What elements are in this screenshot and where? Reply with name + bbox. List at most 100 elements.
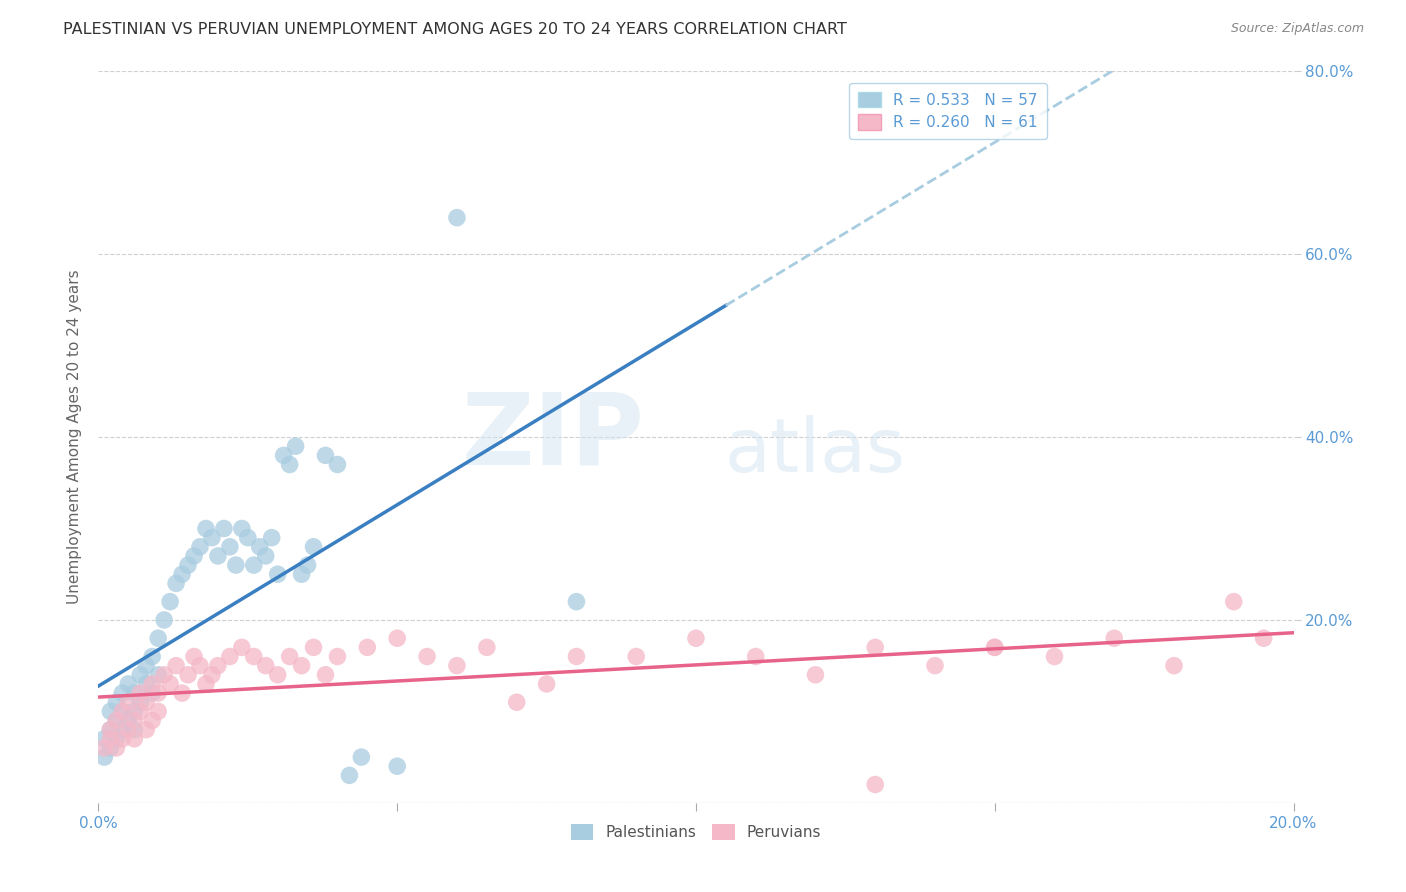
Point <box>105 731 128 746</box>
Point <box>278 458 301 472</box>
Point <box>135 677 157 691</box>
Point <box>291 658 314 673</box>
Point <box>124 731 146 746</box>
Point <box>475 640 498 655</box>
Point <box>326 458 349 472</box>
Point <box>105 740 128 755</box>
Point <box>236 531 259 545</box>
Point <box>105 714 128 728</box>
Point <box>212 521 235 535</box>
Point <box>93 731 115 746</box>
Point <box>685 632 707 646</box>
Point <box>117 677 139 691</box>
Point <box>356 640 378 655</box>
Legend: Palestinians, Peruvians: Palestinians, Peruvians <box>564 818 828 847</box>
Point <box>141 649 163 664</box>
Point <box>183 549 205 563</box>
Point <box>165 576 187 591</box>
Point <box>195 521 218 535</box>
Point <box>924 658 946 673</box>
Point <box>302 540 325 554</box>
Point <box>153 667 176 681</box>
Point <box>273 448 295 462</box>
Point <box>188 540 211 554</box>
Point <box>260 531 283 545</box>
Point <box>195 677 218 691</box>
Point <box>339 768 361 782</box>
Point <box>315 667 337 681</box>
Point <box>148 705 170 719</box>
Point <box>188 658 211 673</box>
Point <box>385 632 409 646</box>
Point <box>804 667 827 681</box>
Point <box>111 705 134 719</box>
Point <box>506 695 529 709</box>
Point <box>98 740 122 755</box>
Point <box>105 714 128 728</box>
Point <box>231 521 253 535</box>
Point <box>626 649 648 664</box>
Point <box>1043 649 1066 664</box>
Point <box>153 613 176 627</box>
Point <box>93 740 115 755</box>
Point <box>231 640 253 655</box>
Y-axis label: Unemployment Among Ages 20 to 24 years: Unemployment Among Ages 20 to 24 years <box>67 269 83 605</box>
Point <box>172 686 194 700</box>
Point <box>105 695 128 709</box>
Point <box>129 686 152 700</box>
Point <box>111 705 134 719</box>
Point <box>159 594 181 608</box>
Point <box>865 640 887 655</box>
Point <box>446 211 468 225</box>
Point <box>326 649 349 664</box>
Point <box>98 705 122 719</box>
Point <box>565 594 588 608</box>
Point <box>124 723 146 737</box>
Point <box>249 540 271 554</box>
Point <box>201 667 224 681</box>
Point <box>284 439 307 453</box>
Point <box>446 658 468 673</box>
Point <box>148 686 170 700</box>
Point <box>267 667 290 681</box>
Point <box>93 750 115 764</box>
Point <box>219 540 242 554</box>
Text: PALESTINIAN VS PERUVIAN UNEMPLOYMENT AMONG AGES 20 TO 24 YEARS CORRELATION CHART: PALESTINIAN VS PERUVIAN UNEMPLOYMENT AMO… <box>63 22 848 37</box>
Point <box>148 667 170 681</box>
Point <box>165 658 187 673</box>
Point <box>243 558 266 573</box>
Point <box>135 723 157 737</box>
Point <box>225 558 247 573</box>
Point <box>350 750 373 764</box>
Point <box>141 714 163 728</box>
Point <box>124 714 146 728</box>
Point <box>865 778 887 792</box>
Point <box>565 649 588 664</box>
Point <box>278 649 301 664</box>
Point <box>135 695 157 709</box>
Point <box>1104 632 1126 646</box>
Point <box>254 549 277 563</box>
Point <box>536 677 558 691</box>
Point <box>177 558 200 573</box>
Point <box>254 658 277 673</box>
Point <box>172 567 194 582</box>
Point <box>243 649 266 664</box>
Point <box>315 448 337 462</box>
Text: ZIP: ZIP <box>461 389 644 485</box>
Point <box>291 567 314 582</box>
Point <box>124 705 146 719</box>
Point <box>984 640 1007 655</box>
Point <box>745 649 768 664</box>
Point <box>98 731 122 746</box>
Point <box>111 686 134 700</box>
Point <box>148 632 170 646</box>
Point <box>302 640 325 655</box>
Point <box>129 667 152 681</box>
Point <box>1163 658 1185 673</box>
Point <box>124 686 146 700</box>
Point <box>416 649 439 664</box>
Point <box>1223 594 1246 608</box>
Point <box>111 723 134 737</box>
Point <box>98 723 122 737</box>
